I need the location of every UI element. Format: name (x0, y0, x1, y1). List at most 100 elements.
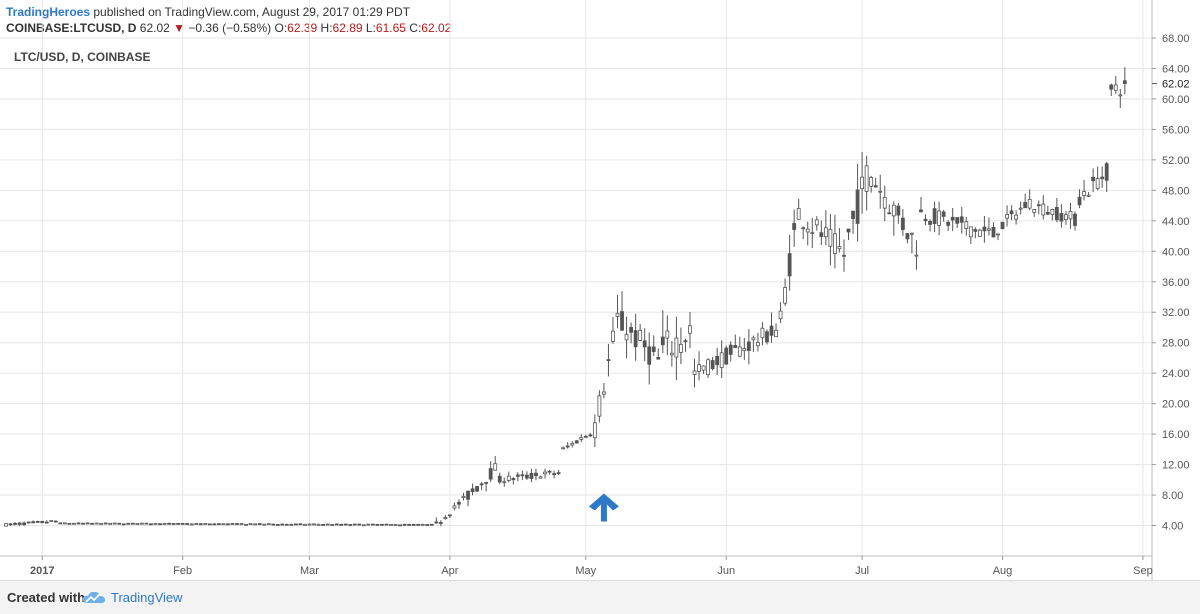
y-tick-label: 40.00 (1162, 246, 1190, 258)
annotation (588, 493, 619, 522)
candle-body (946, 221, 951, 226)
candle-body (307, 523, 312, 526)
candle-body (407, 524, 412, 526)
candle-body (692, 370, 697, 375)
candle-body (8, 523, 13, 526)
price-chart[interactable]: LTC/USD, D, COINBASE 4.00 8.00 12.00 16.00 2… (0, 0, 1200, 580)
candle-body (248, 523, 253, 526)
candle-body (724, 347, 729, 365)
candle-body (448, 514, 452, 517)
candle-body (878, 190, 883, 193)
candle-body (497, 475, 502, 483)
candle-body (402, 523, 407, 526)
candle-body (1018, 207, 1023, 210)
down-triangle-icon: ▼ (173, 21, 186, 35)
candle-body (679, 343, 683, 353)
candle-body (674, 337, 679, 358)
candle-body (828, 228, 833, 247)
candle-body (1100, 176, 1105, 180)
candle-body (380, 523, 384, 526)
publisher-name[interactable]: TradingHeroes (6, 5, 91, 19)
candle-body (737, 346, 742, 357)
candle-body (203, 523, 208, 525)
candle-body (389, 523, 393, 526)
candle-body (1054, 206, 1059, 221)
candle-body (552, 473, 556, 475)
candle-body (583, 435, 588, 438)
candle-body (189, 523, 194, 526)
candle-body (910, 232, 914, 235)
candle-body (67, 522, 72, 525)
created-with-label: Created with (7, 590, 86, 605)
candle-body (905, 233, 910, 240)
candle-body (846, 228, 851, 233)
candle-body (139, 522, 144, 525)
candle-body (393, 524, 398, 526)
candle-body (525, 474, 529, 479)
x-tick-label: Mar (300, 565, 319, 577)
candle-body (1000, 221, 1005, 230)
candle-body (624, 333, 629, 341)
candle-body (221, 523, 226, 526)
candle-body (167, 522, 171, 525)
candle-body (144, 522, 149, 525)
candle-body (1077, 196, 1082, 206)
candle-body (76, 522, 81, 525)
candle-body (72, 522, 76, 525)
candle-body (710, 360, 715, 370)
candle-body (638, 329, 643, 341)
y-tick-label: 28.00 (1162, 338, 1190, 350)
last-price-label: 62.02 (1162, 79, 1190, 91)
candle-body (959, 216, 964, 223)
candle-body (538, 476, 543, 479)
candle-body (284, 523, 289, 526)
candle-body (1050, 209, 1055, 215)
candle-body (706, 359, 710, 375)
price-change: −0.36 (−0.58%) (188, 21, 272, 35)
candle-body (833, 233, 837, 255)
candle-body (352, 523, 357, 526)
candle-body (914, 254, 919, 257)
candle-body (823, 227, 828, 238)
candle-body (398, 524, 402, 527)
y-tick-label: 36.00 (1162, 277, 1190, 289)
candle-body (977, 229, 982, 237)
x-tick-label: Feb (173, 565, 192, 577)
y-tick-label: 44.00 (1162, 216, 1190, 228)
x-tick-label: Jul (855, 565, 869, 577)
candle-body (316, 523, 321, 526)
candle-body (348, 524, 353, 526)
candle-body (198, 523, 203, 526)
candle-body (801, 227, 806, 230)
candle-body (1045, 211, 1050, 215)
y-tick-label: 52.00 (1162, 155, 1190, 167)
candle-body (207, 523, 212, 526)
candle-body (968, 226, 973, 238)
candle-body (620, 311, 624, 331)
symbol-label: COINBASE:LTCUSD, D (6, 21, 137, 35)
y-axis[interactable]: 4.00 8.00 12.00 16.00 20.00 24.00 28.00 32.00 36… (1151, 0, 1190, 580)
candle-body (325, 523, 330, 526)
candle-body (81, 522, 85, 525)
candle-body (26, 521, 31, 524)
candle-body (611, 330, 615, 342)
candle-body (1041, 203, 1046, 216)
candle-body (574, 440, 579, 444)
candle-body (719, 352, 724, 369)
tradingview-brand-link[interactable]: TradingView (111, 590, 183, 605)
up-arrow-icon[interactable] (588, 493, 619, 522)
high-label: H: (320, 21, 333, 35)
candle-body (701, 365, 706, 371)
candle-body (62, 522, 67, 525)
tradingview-cloud-icon[interactable] (82, 590, 106, 604)
candle-body (452, 505, 457, 509)
candle-body (443, 517, 448, 519)
candle-body (117, 522, 122, 525)
candle-body (715, 355, 720, 366)
y-tick-label: 60.00 (1162, 94, 1190, 106)
x-tick-label: Apr (441, 565, 458, 577)
candle-body (805, 228, 810, 233)
candle-body (371, 523, 375, 526)
x-tick-label: Sep (1133, 565, 1153, 577)
x-axis[interactable]: 2017 Feb Mar Apr May Jun Jul Aug Sep (0, 555, 1153, 577)
